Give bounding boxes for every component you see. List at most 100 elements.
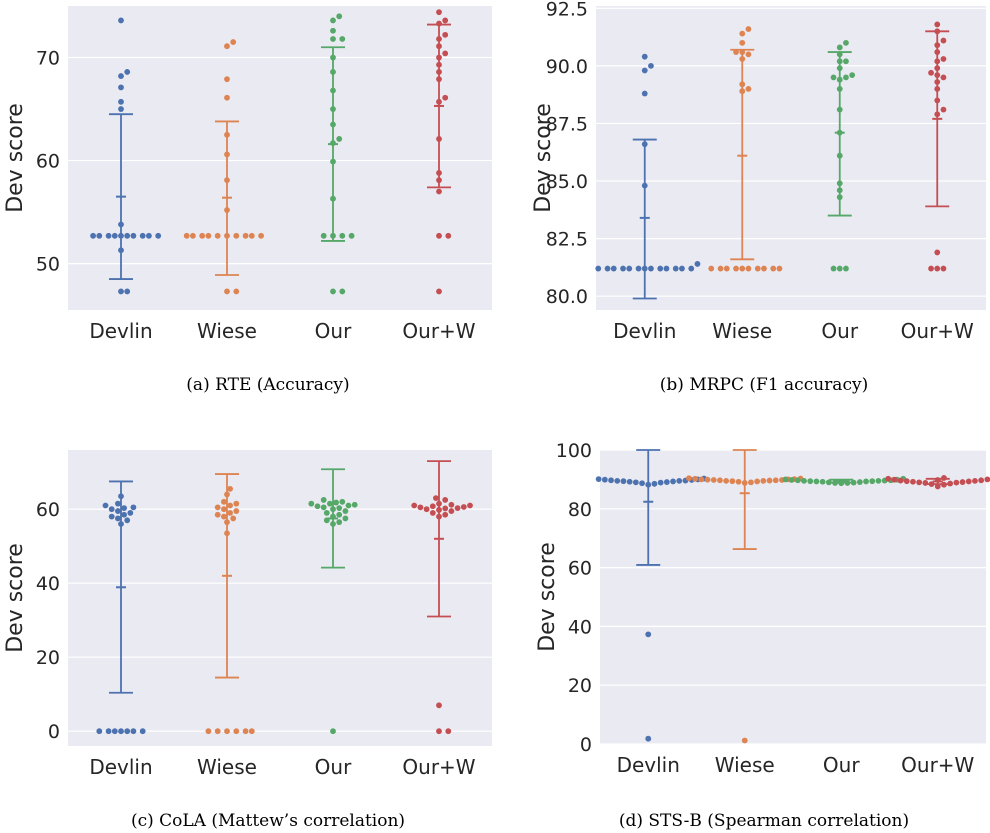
data-point [467, 502, 473, 509]
data-point [124, 69, 131, 75]
data-point [748, 479, 754, 486]
y-tick-label: 80.0 [546, 286, 588, 308]
data-point [417, 504, 424, 511]
data-point [928, 69, 934, 76]
data-point [111, 232, 118, 239]
data-point [910, 478, 916, 485]
data-point [940, 106, 947, 113]
data-point [717, 265, 724, 272]
data-point [221, 513, 227, 520]
data-point [127, 510, 134, 516]
data-point [686, 475, 692, 482]
data-point [330, 288, 336, 295]
data-point [190, 232, 196, 239]
data-point [433, 495, 439, 501]
data-point [836, 187, 843, 194]
data-point [460, 504, 467, 510]
data-point [308, 500, 315, 507]
data-point [111, 728, 118, 735]
data-point [442, 94, 449, 101]
data-point [436, 702, 442, 709]
data-point [436, 177, 442, 184]
y-tick-label: 20 [568, 675, 592, 697]
data-point [657, 479, 664, 486]
chart-panel-1: 50 60 70 Dev score Devlin Wiese Our Our+W (a) RT… [3, 6, 492, 395]
data-point [928, 481, 935, 488]
data-point [330, 121, 336, 128]
data-point [118, 73, 124, 79]
error-bar [636, 449, 661, 566]
data-point [90, 232, 96, 239]
data-point [657, 265, 664, 272]
data-point [940, 74, 947, 81]
data-point [330, 36, 336, 42]
data-point [836, 65, 843, 72]
data-point [436, 500, 442, 507]
data-point [224, 232, 230, 239]
data-point [205, 728, 212, 735]
data-point [934, 249, 941, 256]
data-point [224, 131, 230, 138]
data-point [411, 502, 418, 509]
plot-area [595, 21, 950, 300]
data-point [330, 728, 336, 735]
data-point [745, 86, 752, 92]
data-point [436, 43, 442, 50]
y-axis-label: Dev score [531, 103, 556, 213]
data-point [610, 265, 617, 272]
data-point [916, 479, 923, 486]
data-point [224, 43, 230, 50]
data-point [776, 265, 783, 272]
data-point [224, 519, 230, 526]
data-point [108, 513, 115, 520]
data-point [729, 478, 736, 485]
data-point [130, 504, 137, 511]
y-tick-label: 0 [580, 734, 592, 756]
data-point [242, 728, 249, 735]
data-point [330, 27, 336, 34]
y-tick-label: 92.5 [546, 0, 588, 20]
data-point [645, 735, 652, 742]
data-point [745, 51, 752, 58]
data-point [934, 97, 941, 104]
data-point [336, 511, 343, 518]
data-point [934, 483, 941, 490]
data-point [423, 506, 430, 513]
data-point [436, 507, 442, 513]
data-point [233, 288, 240, 295]
data-point [118, 221, 124, 228]
data-point [959, 479, 966, 485]
data-point [794, 477, 801, 484]
data-point [614, 477, 621, 484]
x-tick-label: Wiese [197, 755, 257, 779]
data-point [620, 478, 627, 485]
plot-area [96, 460, 473, 735]
data-point [330, 513, 336, 520]
data-point [830, 265, 837, 272]
data-point [102, 502, 109, 509]
data-point [856, 479, 863, 485]
plot-background [68, 450, 492, 746]
error-bar [427, 23, 451, 189]
data-point [641, 141, 648, 148]
data-point [323, 517, 330, 524]
data-point [330, 54, 336, 61]
data-point [336, 136, 343, 142]
data-point [130, 728, 137, 735]
data-point [934, 72, 941, 78]
data-point [242, 232, 249, 239]
data-point [641, 53, 648, 60]
data-point [739, 56, 746, 62]
data-point [934, 42, 941, 49]
data-point [897, 477, 904, 484]
data-point [320, 232, 327, 239]
data-point [940, 265, 947, 272]
data-point [739, 88, 746, 95]
data-point [124, 232, 131, 239]
data-point [105, 232, 112, 239]
data-point [626, 478, 633, 485]
x-tick-label: Devlin [617, 753, 680, 777]
data-point [934, 58, 941, 65]
data-point [836, 58, 843, 65]
data-point [118, 106, 124, 112]
